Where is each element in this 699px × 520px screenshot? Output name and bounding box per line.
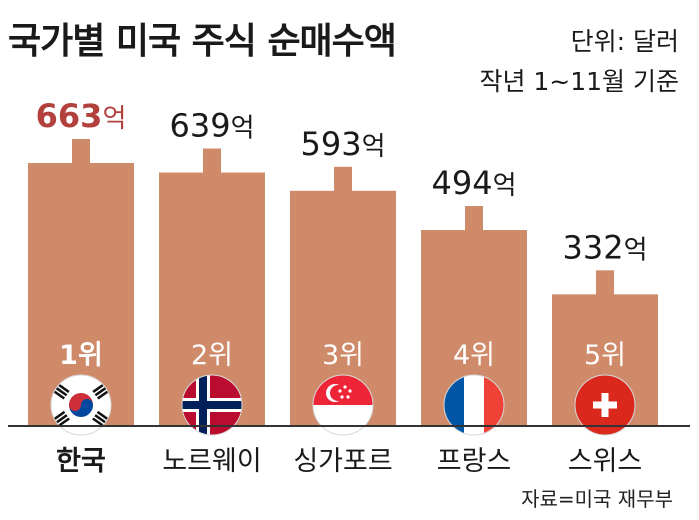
- chart-title: 국가별 미국 주식 순매수액: [8, 21, 397, 62]
- category-label: 한국: [56, 446, 106, 477]
- rank-label: 3위: [322, 340, 364, 371]
- bar-tab: [596, 270, 614, 296]
- value-label: 663억: [36, 97, 127, 135]
- source-note: 자료=미국 재무부: [521, 487, 673, 511]
- france-flag-icon: [443, 374, 505, 436]
- value-label: 593억: [301, 125, 386, 163]
- rank-label: 5위: [584, 340, 626, 371]
- category-label: 스위스: [568, 446, 643, 477]
- unit-label: 단위: 달러: [570, 27, 679, 56]
- rank-label: 1위: [59, 340, 103, 371]
- bar-tab: [203, 148, 221, 174]
- value-label: 639억: [170, 107, 255, 145]
- bar-tab: [334, 166, 352, 192]
- rank-label: 2위: [191, 340, 233, 371]
- value-label: 494억: [432, 164, 517, 202]
- rank-label: 4위: [453, 340, 495, 371]
- period-label: 작년 1~11월 기준: [479, 67, 679, 96]
- category-label: 노르웨이: [162, 446, 261, 477]
- unit-note: 단위: 달러 작년 1~11월 기준: [479, 22, 679, 102]
- bar-tab: [72, 139, 90, 164]
- bar-tab: [465, 206, 483, 232]
- category-label: 싱가포르: [293, 446, 392, 477]
- category-label: 프랑스: [437, 446, 512, 477]
- value-label: 332억: [563, 228, 648, 266]
